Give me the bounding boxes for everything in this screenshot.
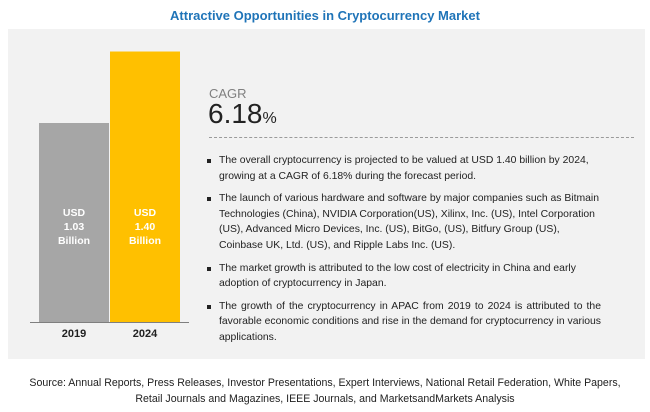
cagr-percent-sign: % [262, 110, 277, 127]
bar-2024 [110, 51, 180, 323]
cagr-value: 6.18 [208, 98, 263, 129]
category-label: 2019 [62, 328, 86, 340]
cagr-value-block: 6.18% [208, 98, 277, 135]
finding-item: The overall cryptocurrency is projected … [205, 153, 601, 184]
bar-value-label: Billion [58, 235, 90, 247]
source-line-1: Source: Annual Reports, Press Releases, … [29, 377, 621, 389]
bullet-icon [207, 159, 211, 163]
bar-value-label: 1.40 [135, 221, 156, 233]
cagr-label: CAGR [209, 86, 247, 101]
finding-text: The launch of various hardware and softw… [219, 193, 600, 251]
finding-item: The growth of the cryptocurrency in APAC… [205, 299, 601, 346]
source-note: Source: Annual Reports, Press Releases, … [0, 375, 650, 407]
bullet-icon [207, 266, 211, 271]
category-label: 2024 [133, 328, 158, 340]
finding-text: The growth of the cryptocurrency in APAC… [219, 300, 601, 343]
bar-value-label: 1.03 [64, 221, 85, 233]
key-findings-list: The overall cryptocurrency is projected … [205, 153, 601, 353]
finding-text: The overall cryptocurrency is projected … [219, 155, 589, 182]
chart-title: Attractive Opportunities in Cryptocurren… [170, 8, 480, 23]
cagr-divider [209, 137, 634, 138]
source-line-2: Retail Journals and Magazines, IEEE Jour… [135, 393, 515, 405]
finding-item: The market growth is attributed to the l… [205, 261, 601, 292]
finding-item: The launch of various hardware and softw… [205, 191, 601, 253]
finding-text: The market growth is attributed to the l… [219, 262, 576, 290]
bar-value-label: USD [134, 207, 157, 219]
bar-value-label: USD [63, 207, 86, 219]
bullet-icon [207, 197, 211, 202]
bullet-icon [207, 304, 211, 309]
bar-value-label: Billion [129, 235, 161, 247]
bar-2019 [39, 123, 109, 322]
